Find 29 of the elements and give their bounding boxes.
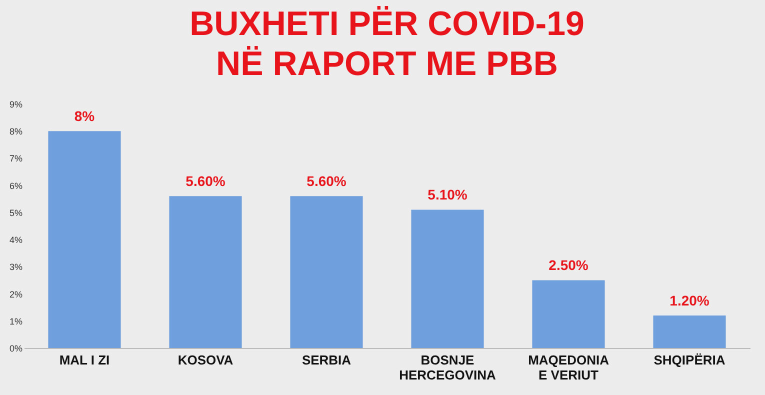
y-tick-label: 1% (9, 316, 22, 326)
y-tick-label: 4% (9, 235, 22, 246)
x-tick-label: SHQIPËRIA (654, 352, 726, 368)
x-tick-label: KOSOVA (178, 352, 234, 368)
x-tick-label: MAQEDONIA E VERIUT (528, 352, 610, 382)
data-label: 1.20% (670, 292, 710, 308)
y-tick-label: 9% (9, 100, 22, 110)
y-tick-label: 6% (9, 180, 22, 191)
x-tick-label: MAL I ZI (59, 352, 110, 368)
data-label: 2.50% (548, 257, 589, 274)
y-tick-label: 5% (9, 208, 22, 218)
data-label: 5.10% (428, 186, 468, 203)
chart-title: BUXHETI PËR COVID-19 NË RAPORT ME PBB (190, 5, 584, 83)
x-tick-label: BOSNJE HERCEGOVINA (399, 352, 496, 382)
bar (48, 131, 121, 348)
data-label: 8% (74, 108, 96, 124)
y-tick-label: 0% (9, 344, 22, 354)
x-tick-label: SERBIA (302, 352, 352, 368)
y-tick-label: 3% (9, 262, 22, 272)
y-tick-label: 2% (9, 289, 22, 300)
bar (411, 210, 484, 348)
data-label: 5.60% (306, 173, 347, 190)
y-tick-label: 7% (9, 154, 22, 164)
bar (169, 196, 242, 348)
bar (653, 315, 726, 348)
data-label: 5.60% (186, 173, 226, 190)
y-tick-label: 8% (9, 126, 22, 137)
bar (290, 196, 363, 348)
bar (532, 280, 605, 348)
